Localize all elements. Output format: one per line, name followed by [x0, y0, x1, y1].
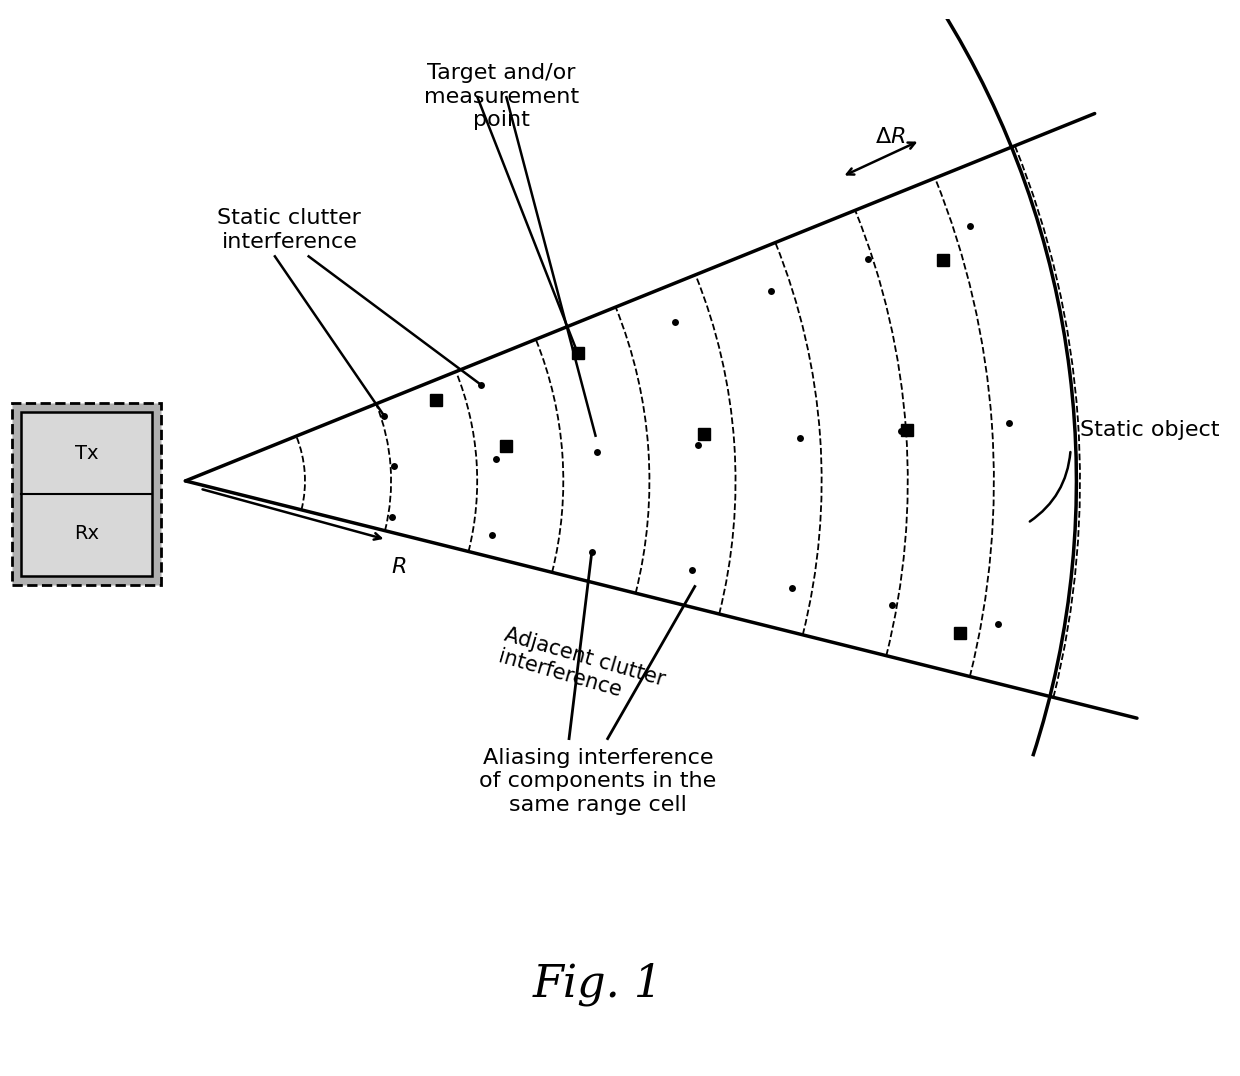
- Text: Tx: Tx: [74, 444, 98, 464]
- Text: $\Delta R$: $\Delta R$: [875, 127, 906, 147]
- Text: $R$: $R$: [391, 557, 407, 577]
- Bar: [12, 404, 161, 584]
- Text: Adjacent clutter
interference: Adjacent clutter interference: [496, 625, 667, 712]
- Text: Fig. 1: Fig. 1: [533, 963, 663, 1006]
- Text: Rx: Rx: [74, 524, 99, 543]
- Text: Target and/or
measurement
point: Target and/or measurement point: [424, 63, 579, 130]
- Text: Aliasing interference
of components in the
same range cell: Aliasing interference of components in t…: [480, 748, 717, 815]
- Bar: [21, 412, 153, 576]
- Text: Static clutter
interference: Static clutter interference: [217, 209, 361, 252]
- Text: Static object: Static object: [1080, 420, 1220, 440]
